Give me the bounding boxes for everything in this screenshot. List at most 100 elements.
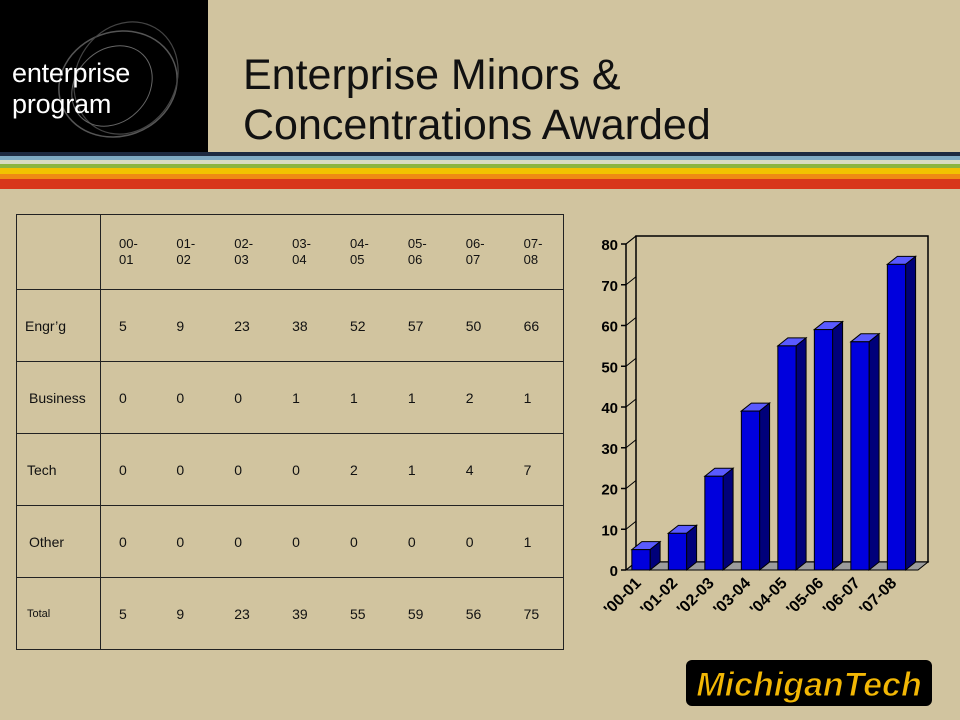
table-cell: 9 <box>158 289 217 362</box>
row-label: Total <box>16 577 101 650</box>
x-tick-label: '02-03 <box>674 575 718 619</box>
table-row: Engr’g 5 9 23 38 52 57 50 66 <box>16 289 564 362</box>
table-cell: 66 <box>505 289 564 362</box>
table-cell: 0 <box>100 433 159 506</box>
table-cell: 2 <box>332 433 390 506</box>
y-tick-label: 60 <box>601 319 618 336</box>
title-line-2: Concentrations Awarded <box>243 101 711 149</box>
table-cell: 55 <box>332 577 390 650</box>
x-tick-label: '06-07 <box>820 575 864 619</box>
row-label: Other <box>16 505 101 578</box>
bar <box>740 410 761 571</box>
bar-chart: 0 10 20 30 40 50 60 70 80 '00-01'01-02'02-03'03-0… <box>601 235 930 619</box>
table-cell: 50 <box>447 289 506 362</box>
table-cell: 59 <box>389 577 448 650</box>
table-cell: 0 <box>274 433 332 506</box>
bar-side <box>868 332 880 572</box>
table-cell: 75 <box>505 577 564 650</box>
table-cell: 23 <box>216 289 275 362</box>
bar-side <box>832 320 844 572</box>
logo-backdrop <box>686 660 932 706</box>
y-tick-label: 30 <box>601 441 618 458</box>
table-cell: 9 <box>158 577 217 650</box>
table-cell: 1 <box>332 361 390 434</box>
table-cell: 0 <box>389 505 448 578</box>
table-cell: 1 <box>274 361 332 434</box>
table-cell: 4 <box>447 433 506 506</box>
page-title: Enterprise Minors & Concentrations Award… <box>243 50 711 150</box>
row-label: Engr’g <box>16 289 101 362</box>
y-tick-depth <box>625 520 637 530</box>
y-tick-label: 40 <box>601 400 618 417</box>
x-tick-label: '03-04 <box>711 575 755 619</box>
table-row: Other 0 0 0 0 0 0 0 1 <box>16 505 564 578</box>
bar <box>850 341 870 571</box>
table-cell: 0 <box>332 505 390 578</box>
table-cell: 57 <box>389 289 448 362</box>
table-header-row: 00- 01 01- 02 02- 03 03- 04 04- 05 05- 06 06- 0… <box>16 214 564 290</box>
header-cell: 04- 05 <box>332 214 390 290</box>
stripe-6 <box>0 179 960 189</box>
table-cell: 0 <box>158 433 217 506</box>
table-cell: 0 <box>216 361 275 434</box>
table-cell: 38 <box>274 289 332 362</box>
table-cell: 56 <box>447 577 506 650</box>
header-cell: 02- 03 <box>216 214 275 290</box>
header-cell: 01- 02 <box>158 214 217 290</box>
table-cell: 1 <box>389 433 448 506</box>
bar <box>777 345 797 571</box>
michigantech-logo: MichiganTech <box>686 660 932 706</box>
bar <box>886 263 907 571</box>
table-cell: 0 <box>274 505 332 578</box>
header-cell: 06- 07 <box>447 214 506 290</box>
y-tick-depth <box>625 317 637 326</box>
enterprise-program-logo: enterprise program <box>0 0 208 152</box>
x-tick-label: '01-02 <box>638 575 682 619</box>
table-cell: 0 <box>100 361 159 434</box>
y-tick-depth <box>625 439 637 449</box>
bar-side <box>905 255 917 572</box>
bar-side <box>759 402 771 572</box>
table-cell: 0 <box>100 505 159 578</box>
swirl-logo-icon <box>58 21 179 138</box>
table-cell: 23 <box>216 577 275 650</box>
stripe-1 <box>0 156 960 160</box>
x-tick-label: '05-06 <box>784 575 828 619</box>
y-tick-depth <box>625 398 637 408</box>
title-line-1: Enterprise Minors & <box>243 51 621 99</box>
y-tick-label: 10 <box>601 522 618 539</box>
header-cell: 05- 06 <box>389 214 448 290</box>
logo-text: enterprise program <box>12 58 131 119</box>
stripe-4 <box>0 168 960 174</box>
stripe-2 <box>0 160 960 164</box>
awards-table: 00- 01 01- 02 02- 03 03- 04 04- 05 05- 06 06- 0… <box>16 214 564 650</box>
header-cell: 00- 01 <box>100 214 159 290</box>
row-label: Tech <box>16 433 101 506</box>
row-label: Business <box>16 361 101 434</box>
y-tick-depth <box>625 276 637 286</box>
header-cell: 03- 04 <box>274 214 332 290</box>
table-cell: 39 <box>274 577 332 650</box>
table-row: Total 5 9 23 39 55 59 56 75 <box>16 577 564 650</box>
x-tick-label: '04-05 <box>747 575 791 619</box>
y-tick-label: 80 <box>601 237 618 254</box>
x-tick-label: '07-08 <box>857 575 901 619</box>
table-cell: 0 <box>216 505 275 578</box>
bar-side <box>722 467 734 572</box>
header-cell: 07- 08 <box>505 214 564 290</box>
table-cell: 1 <box>505 361 564 434</box>
x-tick-label: '00-01 <box>601 575 645 619</box>
michigantech-logo-text: MichiganTech <box>696 666 921 704</box>
y-tick-depth <box>625 235 637 245</box>
stripe-0 <box>0 152 960 156</box>
stripe-3 <box>0 164 960 168</box>
y-tick-label: 20 <box>601 482 618 499</box>
bar-side <box>795 336 807 572</box>
y-tick-label: 50 <box>601 359 618 376</box>
table-cell: 5 <box>100 577 159 650</box>
bar <box>813 329 834 571</box>
bar <box>631 549 651 571</box>
table-cell: 1 <box>505 505 564 578</box>
y-tick-label: 70 <box>601 278 618 295</box>
table-cell: 52 <box>332 289 390 362</box>
